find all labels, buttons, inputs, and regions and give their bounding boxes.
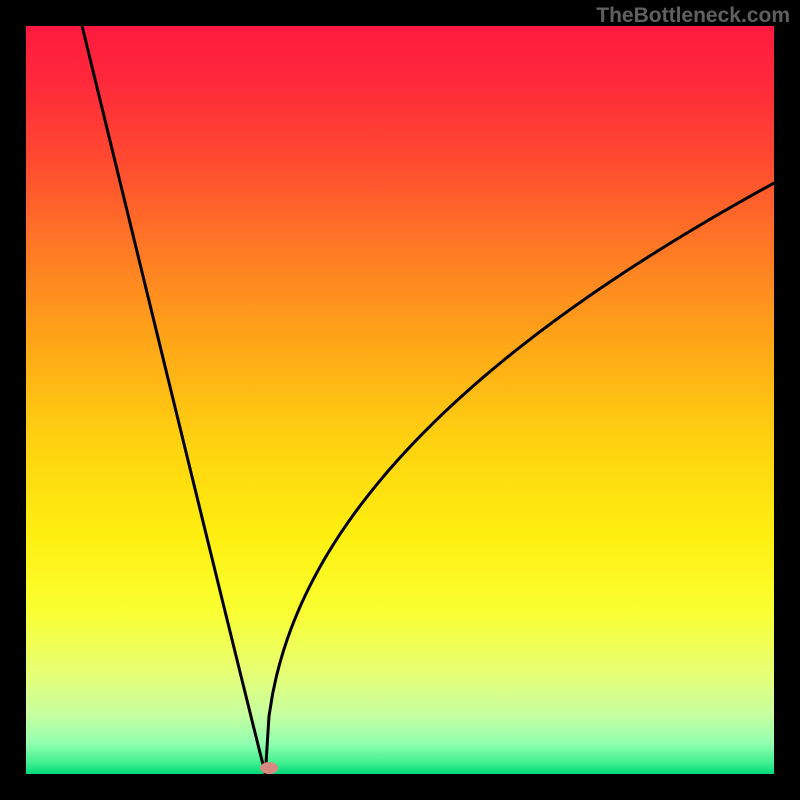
watermark-text: TheBottleneck.com — [596, 4, 790, 28]
bottleneck-chart — [0, 0, 800, 800]
chart-container: TheBottleneck.com — [0, 0, 800, 800]
optimal-point-marker — [260, 762, 278, 774]
chart-plot-area — [26, 26, 774, 774]
